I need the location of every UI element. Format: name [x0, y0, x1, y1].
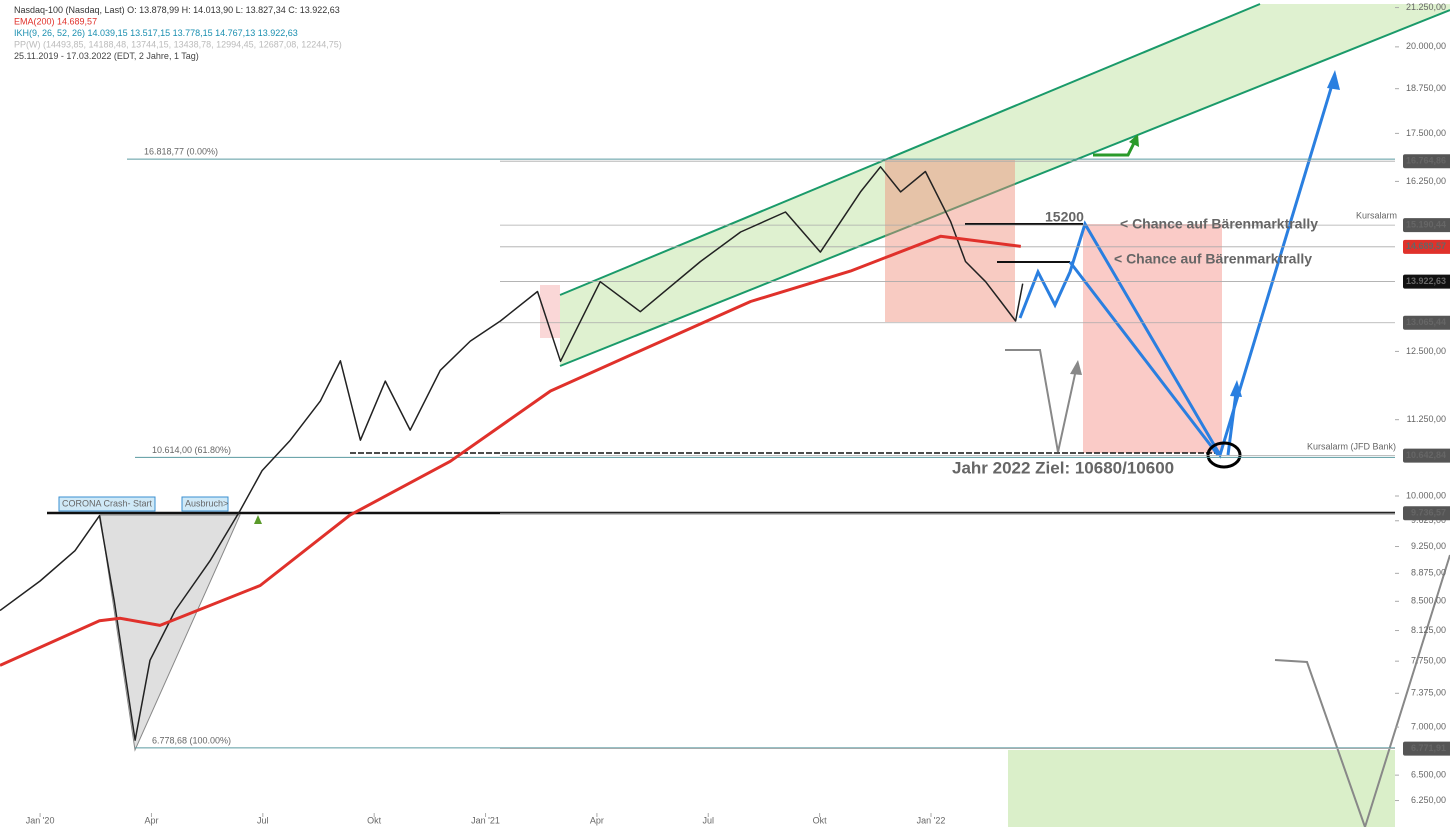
channel-fill — [560, 4, 1450, 366]
x-tick-label: Okt — [813, 815, 828, 825]
x-tick-label: Jan '20 — [26, 815, 55, 825]
y-tick-label: 20.000,00 — [1406, 41, 1446, 51]
annotation-box — [58, 496, 156, 512]
gray-path — [1005, 349, 1078, 453]
y-tick-label: 8.125,00 — [1411, 625, 1446, 635]
level-tag — [1403, 154, 1450, 169]
level-tag — [1403, 239, 1450, 254]
annotation: 15200 — [1045, 209, 1084, 225]
level-label: 13.065,44 — [1406, 317, 1446, 327]
series-line — [0, 234, 1021, 667]
scenario-path — [1068, 261, 1220, 456]
y-tick-label: 6.500,00 — [1411, 770, 1446, 780]
legend-line: IKH(9, 26, 52, 26) 14.039,15 13.517,15 1… — [14, 28, 298, 38]
signal-marker — [254, 515, 262, 524]
y-tick-label: 9.250,00 — [1411, 541, 1446, 551]
y-tick-label: 12.500,00 — [1406, 346, 1446, 356]
annotation: < Chance auf Bärenmarktrally — [1120, 216, 1318, 232]
level-label: 16.764,86 — [1406, 156, 1446, 166]
level-label: 9.736,57 — [1411, 508, 1446, 518]
level-tag — [1403, 741, 1450, 756]
triangle — [99, 514, 241, 752]
y-tick-label: 21.250,00 — [1406, 2, 1446, 12]
level-label: 15.190,44 — [1406, 219, 1446, 229]
x-tick-label: Jul — [257, 815, 269, 825]
level-tag — [1403, 506, 1450, 521]
axis-bg — [1395, 0, 1450, 827]
y-tick-label: 8.875,00 — [1411, 568, 1446, 578]
x-tick-label: Okt — [367, 815, 382, 825]
level-tag — [1403, 315, 1450, 330]
legend-part: IKH(9, 26, 52, 26) 14.039,15 13.517,15 1… — [14, 28, 298, 38]
fib-label: 16.818,77 (0.00%) — [144, 146, 218, 156]
y-tick-label: 6.250,00 — [1411, 795, 1446, 805]
annotation: Ausbruch> — [185, 498, 228, 508]
legend-part: PP(W) (14493,85, 14188,48, 13744,15, 134… — [14, 40, 342, 50]
fib-label: 6.778,68 (100.00%) — [152, 735, 231, 745]
legend-bg — [0, 0, 350, 66]
level-label: 6.771,91 — [1411, 743, 1446, 753]
legend-line: 25.11.2019 - 17.03.2022 (EDT, 2 Jahre, 1… — [14, 51, 199, 61]
y-tick-label: 7.000,00 — [1411, 721, 1446, 731]
legend-part: 14.689,57 — [57, 17, 97, 27]
fib-label: 10.614,00 (61.80%) — [152, 445, 231, 455]
zone — [885, 160, 1015, 322]
y-tick-label: 11.250,00 — [1407, 414, 1446, 424]
legend-part: Nasdaq-100 (Nasdaq, Last) — [14, 5, 125, 15]
legend-line: EMA(200) 14.689,57 — [14, 17, 97, 27]
arrowhead — [1230, 380, 1242, 397]
x-tick-label: Jan '21 — [471, 815, 500, 825]
x-tick-label: Apr — [590, 815, 604, 825]
annotation-box — [181, 496, 229, 512]
zone — [540, 285, 560, 338]
level-label: 14.689,57 — [1406, 241, 1446, 251]
y-tick-label: 17.500,00 — [1406, 128, 1446, 138]
gray-path — [1274, 554, 1450, 831]
y-tick-label: 18.750,00 — [1406, 83, 1446, 93]
legend-line: PP(W) (14493,85, 14188,48, 13744,15, 134… — [14, 40, 342, 50]
y-tick-label: 10.000,00 — [1406, 490, 1446, 500]
arrowhead — [1070, 360, 1082, 375]
y-tick-label: 8.500,00 — [1411, 596, 1446, 606]
zone — [1008, 750, 1395, 827]
y-tick-label: 7.375,00 — [1411, 688, 1446, 698]
legend-part: EMA(200) — [14, 17, 55, 27]
x-tick-label: Jan '22 — [917, 815, 946, 825]
series-line — [0, 166, 1024, 741]
drawings — [47, 0, 1450, 831]
y-tick-label: 7.750,00 — [1411, 656, 1446, 666]
annotation: Kursalarm — [1356, 210, 1397, 220]
level-label: 13.922,63 — [1406, 276, 1446, 286]
legend-part: O: 13.878,99 H: 14.013,90 L: 13.827,34 C… — [127, 5, 340, 15]
annotation: CORONA Crash- Start — [62, 498, 153, 508]
arrowhead — [1327, 70, 1340, 90]
annotation: Jahr 2022 Ziel: 10680/10600 — [952, 458, 1174, 477]
annotation: < Chance auf Bärenmarktrally — [1114, 251, 1312, 267]
level-tag — [1403, 218, 1450, 233]
legend-line: Nasdaq-100 (Nasdaq, Last) O: 13.878,99 H… — [14, 5, 340, 15]
level-tag — [1403, 274, 1450, 289]
channel-line — [559, 9, 1450, 367]
level-label: 10.642,84 — [1406, 450, 1446, 460]
scenario-path — [1018, 74, 1337, 459]
arrowhead — [1129, 134, 1139, 147]
legend-part: 25.11.2019 - 17.03.2022 (EDT, 2 Jahre, 1… — [14, 51, 199, 61]
target-circle — [1206, 441, 1242, 469]
x-tick-label: Apr — [144, 815, 158, 825]
y-tick-label: 16.250,00 — [1406, 176, 1446, 186]
level-tag — [1403, 448, 1450, 463]
annotation: Kursalarm (JFD Bank) — [1307, 441, 1396, 451]
green-arrow — [1093, 138, 1138, 157]
x-tick-label: Jul — [703, 815, 715, 825]
